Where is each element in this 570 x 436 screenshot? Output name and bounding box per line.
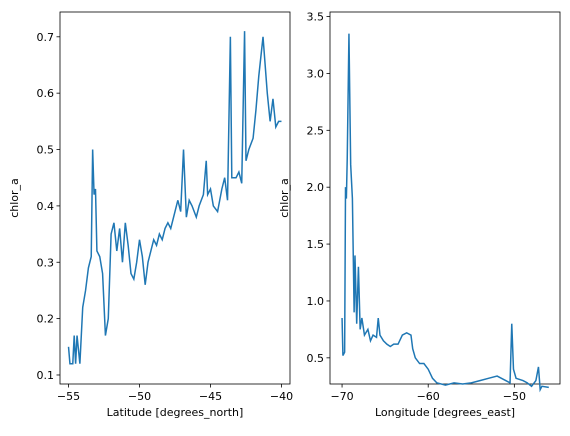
x-tick-label: −40 (270, 390, 293, 403)
y-tick-label: 3.0 (307, 67, 325, 80)
axes-frame (329, 11, 561, 385)
x-tick-label: −50 (128, 390, 151, 403)
x-tick-label: −50 (503, 390, 526, 403)
data-line (341, 33, 549, 393)
y-tick-label: 0.6 (37, 87, 55, 100)
y-tick-label: 0.3 (37, 256, 55, 269)
x-axis-label: Longitude [degrees_east] (375, 406, 515, 419)
y-tick-label: 2.5 (307, 124, 325, 137)
y-tick-label: 3.5 (307, 11, 325, 24)
x-axis-label: Latitude [degrees_north] (107, 406, 244, 419)
y-tick-label: 1.0 (307, 295, 325, 308)
axes-frame (59, 11, 291, 385)
y-tick-label: 0.7 (37, 31, 55, 44)
y-axis-label: chlor_a (278, 178, 291, 218)
y-tick-label: 1.5 (307, 238, 325, 251)
y-tick-label: 2.0 (307, 181, 325, 194)
x-tick-label: −55 (57, 390, 80, 403)
data-line (67, 31, 282, 365)
x-tick-label: −45 (199, 390, 222, 403)
y-tick-label: 0.1 (37, 369, 55, 382)
y-tick-label: 0.5 (37, 144, 55, 157)
x-tick-label: −60 (417, 390, 440, 403)
y-tick-label: 0.2 (37, 313, 55, 326)
y-tick-label: 0.5 (307, 352, 325, 365)
y-tick-label: 0.4 (37, 200, 55, 213)
x-tick-label: −70 (330, 390, 353, 403)
y-axis-label: chlor_a (8, 178, 21, 218)
